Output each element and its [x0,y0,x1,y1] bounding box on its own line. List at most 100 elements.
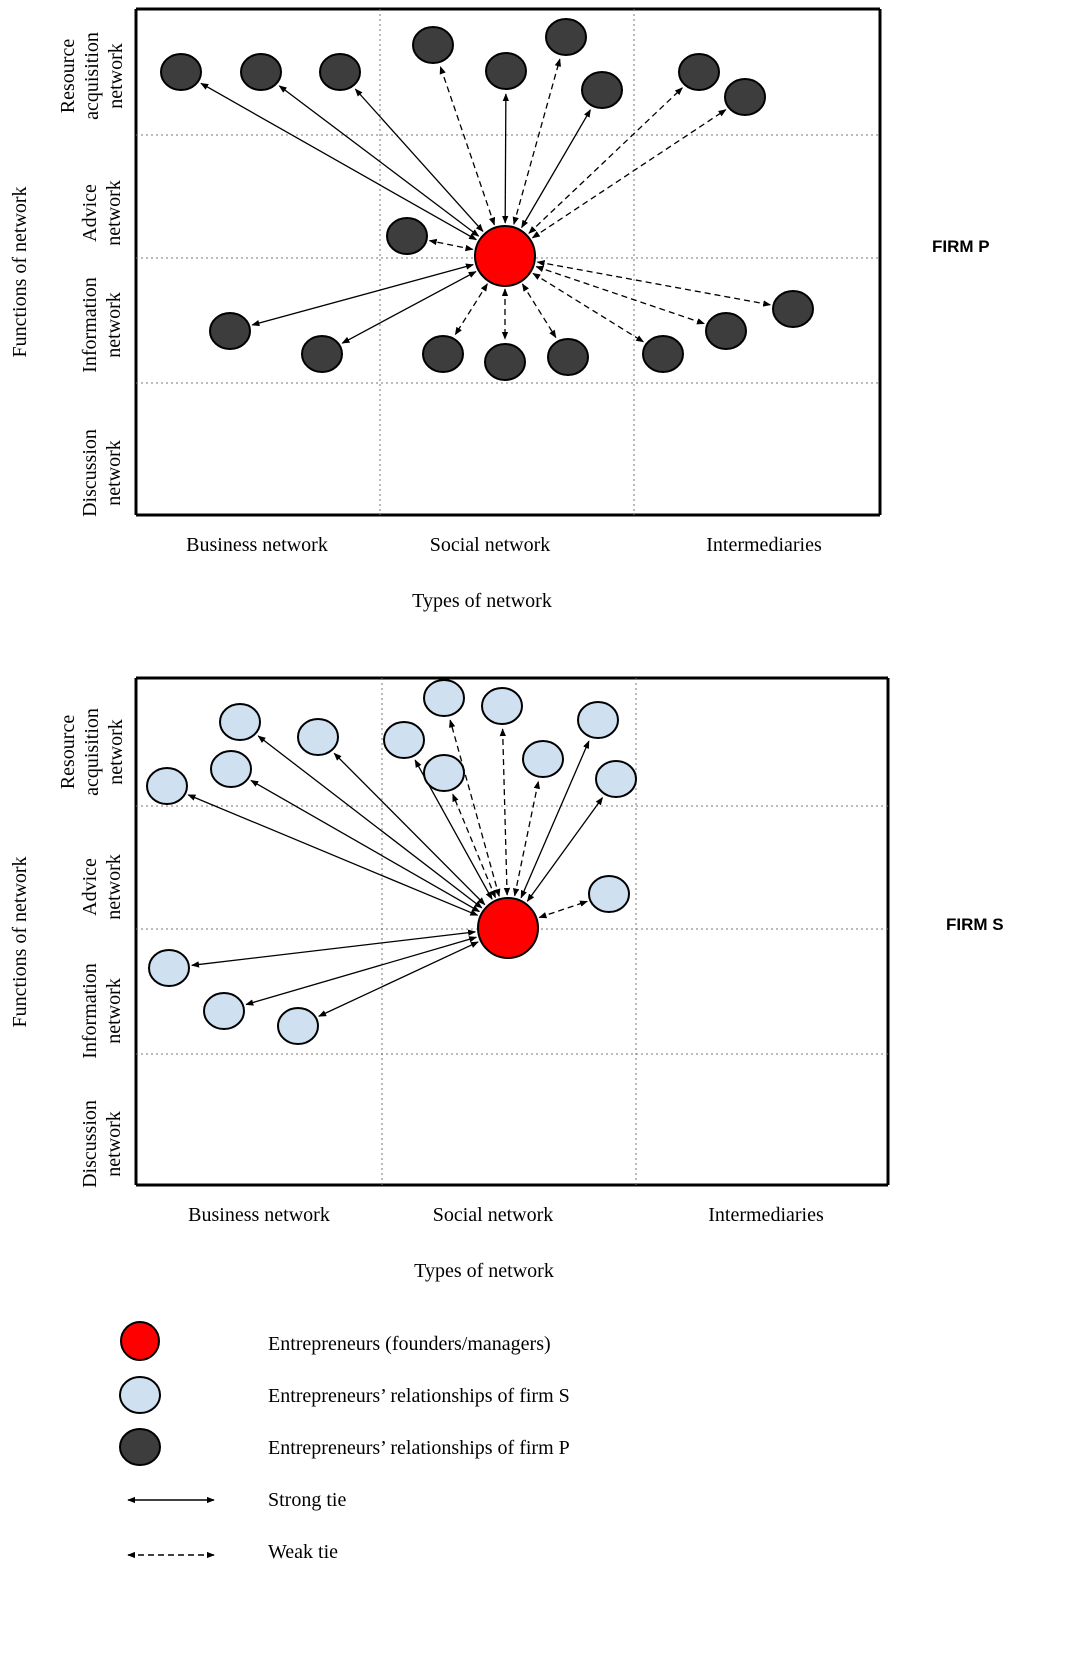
firm-p-relationship-node [422,335,464,373]
firm-s-relationship-node [297,718,339,756]
firm-p-weak-tie [439,66,496,226]
firm-p-strong-tie [200,82,478,241]
firm-s-ties [187,719,604,1017]
firm-p-relationship-node [319,53,361,91]
firm-s-relationship-node [146,767,188,805]
legend-label-firm-s: Entrepreneurs’ relationships of firm S [268,1385,570,1407]
firm-s-row-label-discussion: Discussion network [79,1100,125,1188]
firm-s-nodes [146,679,637,1045]
firm-p-row-label-resource: Resource acquisition network [57,32,127,120]
firm-s-relationship-node [522,740,564,778]
firm-s-relationship-node [277,1007,319,1045]
firm-p-relationship-node [160,53,202,91]
firm-p-label: FIRM P [932,237,990,256]
firm-p-weak-tie [454,283,488,336]
firm-s-weak-tie [513,780,541,897]
row-label-line: network [103,854,125,920]
row-label-line: network [103,978,125,1044]
row-label-line: network [103,440,125,506]
firm-s-relationship-node [219,703,261,741]
firm-s-row-label-advice: Advice network [79,854,125,920]
legend-firm-p-symbol [119,1428,161,1466]
row-label-line: acquisition [81,708,103,796]
firm-s-x-axis-title: Types of network [414,1260,554,1282]
firm-s-strong-tie [318,941,479,1017]
firm-p-relationship-node [209,312,251,350]
firm-p-grid [134,7,882,517]
firm-s-strong-tie [245,936,478,1006]
firm-s-strong-tie [526,796,604,902]
firm-p-entrepreneur-node [474,225,536,287]
firm-s-weak-tie [452,793,497,899]
firm-p-strong-tie [502,93,510,224]
firm-p-relationship-node [545,18,587,56]
row-label-line: Resource [57,715,79,790]
firm-p-strong-tie [278,85,480,237]
firm-s-relationship-node [383,721,425,759]
firm-p-relationship-node [547,338,589,376]
firm-s-relationship-node [210,750,252,788]
firm-p-y-axis-title: Functions of network [9,186,31,357]
firm-p-panel: Functions of network Resource acquisitio… [9,7,990,612]
row-label-line: network [103,1111,125,1177]
row-label-line: network [103,180,125,246]
firm-s-row-label-information: Information network [79,963,125,1059]
row-label-line: network [105,43,127,109]
firm-p-relationship-node [772,290,814,328]
row-label-line: Resource [57,39,79,114]
firm-p-relationship-node [240,53,282,91]
row-label-line: Information [79,963,101,1059]
firm-s-column-label-business: Business network [188,1204,330,1226]
row-label-line: Discussion [79,429,101,517]
firm-p-strong-tie [354,88,484,233]
firm-p-weak-tie [521,283,557,339]
firm-p-relationship-node [642,335,684,373]
legend-label-firm-p: Entrepreneurs’ relationships of firm P [268,1437,570,1459]
firm-p-relationship-node [386,217,428,255]
firm-s-relationship-node [577,701,619,739]
firm-p-relationship-node [705,312,747,350]
row-label-line: Advice [79,858,101,916]
firm-p-relationship-node [724,78,766,116]
legend: Entrepreneurs (founders/managers) Entrep… [119,1321,570,1563]
firm-p-relationship-node [581,71,623,109]
firm-p-row-label-information: Information network [79,277,125,373]
row-label-line: Discussion [79,1100,101,1188]
firm-p-ties [200,58,772,344]
firm-p-column-label-intermediaries: Intermediaries [706,534,822,556]
row-label-line: network [105,719,127,785]
firm-p-strong-tie [521,109,591,229]
row-label-line: Advice [79,184,101,242]
firm-p-strong-tie [251,263,474,327]
firm-s-row-label-resource: Resource acquisition network [57,708,127,796]
row-label-line: acquisition [81,32,103,120]
legend-label-strong-tie: Strong tie [268,1489,346,1511]
firm-s-column-label-intermediaries: Intermediaries [708,1204,824,1226]
legend-entrepreneur-symbol [120,1321,160,1361]
firm-p-weak-tie [531,109,727,239]
firm-s-strong-tie [191,929,477,968]
firm-p-weak-tie [428,238,474,252]
firm-s-column-label-social: Social network [433,1204,554,1226]
legend-firm-s-symbol [119,1376,161,1414]
firm-p-relationship-node [412,26,454,64]
firm-p-weak-tie [536,260,772,307]
firm-p-nodes [160,18,814,381]
row-label-line: network [103,292,125,358]
row-label-line: Information [79,277,101,373]
firm-p-x-axis-title: Types of network [412,590,552,612]
firm-p-weak-tie [528,87,683,234]
firm-s-strong-tie [187,794,479,916]
firm-s-panel: Functions of network Resource acquisitio… [9,676,1004,1282]
firm-s-relationship-node [423,679,465,717]
firm-s-relationship-node [588,875,630,913]
firm-p-relationship-node [484,343,526,381]
firm-p-column-label-social: Social network [430,534,551,556]
legend-label-entrepreneur: Entrepreneurs (founders/managers) [268,1333,551,1355]
firm-s-weak-tie [538,900,588,919]
firm-p-row-label-discussion: Discussion network [79,429,125,517]
firm-p-strong-tie [341,271,477,344]
firm-s-y-axis-title: Functions of network [9,856,31,1027]
firm-s-strong-tie [250,779,481,913]
